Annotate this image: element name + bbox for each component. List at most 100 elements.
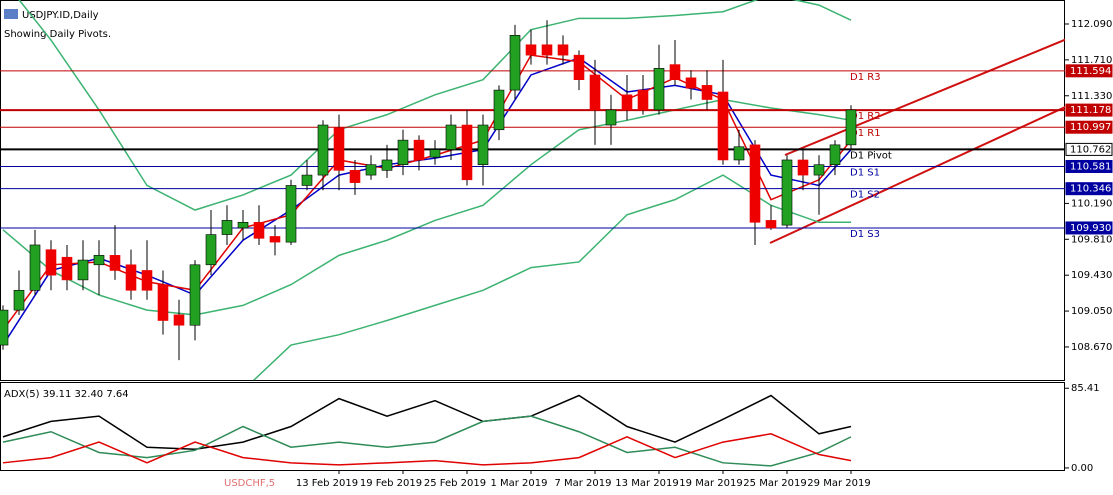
y-tick-label: 109.050 xyxy=(1071,306,1112,317)
candle-body xyxy=(605,109,617,126)
pivot-price-label: 110.346 xyxy=(1070,184,1111,195)
chart-title: USDJPY.ID,Daily xyxy=(22,10,99,21)
pivot-price-label: 110.997 xyxy=(1070,122,1111,133)
candle-body xyxy=(429,149,441,158)
y-tick-label: 111.710 xyxy=(1071,55,1112,66)
pivot-price-label: 110.762 xyxy=(1070,144,1111,155)
candle-body xyxy=(621,94,633,111)
candle-body xyxy=(189,264,201,326)
candle-body xyxy=(173,314,185,326)
candle-body xyxy=(701,85,713,100)
main-pane xyxy=(0,0,1065,381)
pivot-price-box xyxy=(1065,64,1113,78)
x-tick-label: 13 Mar 2019 xyxy=(615,478,678,489)
candle-body xyxy=(557,44,569,56)
y-tick-label: 111.330 xyxy=(1071,91,1112,102)
indicator-line xyxy=(2,433,852,466)
candle-body xyxy=(749,144,761,223)
candle-body xyxy=(45,249,57,276)
pivot-price-box xyxy=(1065,103,1113,117)
pivot-price-box xyxy=(1065,221,1113,235)
pivot-name: D1 S2 xyxy=(850,190,880,201)
candle-body xyxy=(349,170,361,183)
candle-body xyxy=(205,234,217,266)
candle-body xyxy=(717,91,729,161)
symbol-tab[interactable]: USDCHF,5 xyxy=(224,478,275,489)
candle-body xyxy=(381,159,393,171)
indicator-line xyxy=(18,0,852,211)
pivot-price-box xyxy=(1065,159,1113,173)
candle-body xyxy=(493,89,505,131)
candle-body xyxy=(109,255,121,271)
x-tick-label: 1 Mar 2019 xyxy=(490,478,547,489)
candle-body xyxy=(413,139,425,161)
candle-body xyxy=(13,289,25,311)
y-tick-label: 0.00 xyxy=(1071,463,1093,474)
candle-body xyxy=(253,221,265,239)
candle-body xyxy=(0,309,9,346)
candle-body xyxy=(125,264,137,291)
x-tick-label: 19 Mar 2019 xyxy=(679,478,742,489)
pivot-price-label: 111.178 xyxy=(1070,105,1111,116)
pivot-price-box xyxy=(1065,120,1113,134)
x-tick-label: 19 Feb 2019 xyxy=(360,478,422,489)
candle-body xyxy=(653,68,665,111)
candle-body xyxy=(685,77,697,89)
candle-body xyxy=(269,236,281,243)
pivot-price-box xyxy=(1065,142,1113,156)
y-tick-label: 110.190 xyxy=(1071,198,1112,209)
candle-body xyxy=(813,164,825,176)
candle-body xyxy=(589,74,601,111)
pivot-price-label: 109.930 xyxy=(1070,223,1111,234)
candle-body xyxy=(141,270,153,291)
pivot-name: D1 R2 xyxy=(850,111,881,122)
candle-body xyxy=(477,124,489,165)
pivot-name: D1 R1 xyxy=(850,128,881,139)
candle-body xyxy=(781,159,793,226)
candle-body xyxy=(397,139,409,165)
candle-body xyxy=(445,124,457,150)
chart-subtitle: Showing Daily Pivots. xyxy=(4,29,111,40)
y-tick-label: 109.430 xyxy=(1071,270,1112,281)
candle-body xyxy=(333,127,345,171)
candle-body xyxy=(77,259,89,281)
candle-body xyxy=(541,44,553,56)
symbol-icon xyxy=(4,9,18,19)
x-tick-label: 25 Mar 2019 xyxy=(743,478,806,489)
candle-body xyxy=(765,220,777,229)
candle-body xyxy=(301,174,313,186)
candle-body xyxy=(829,144,841,165)
candle-body xyxy=(157,284,169,321)
y-tick-label: 85.41 xyxy=(1071,383,1100,394)
x-tick-label: 13 Feb 2019 xyxy=(296,478,358,489)
channel-line xyxy=(784,38,1065,156)
pivot-price-label: 111.594 xyxy=(1070,66,1111,77)
candle-body xyxy=(845,109,857,146)
candle-body xyxy=(669,64,681,81)
adx-title: ADX(5) 39.11 32.40 7.64 xyxy=(4,389,129,400)
candle-body xyxy=(461,124,473,181)
y-tick-label: 112.090 xyxy=(1071,19,1112,30)
candle-body xyxy=(637,89,649,111)
pivot-name: D1 Pivot xyxy=(850,150,892,161)
y-tick-label: 108.670 xyxy=(1071,342,1112,353)
pivot-price-label: 110.581 xyxy=(1070,161,1111,172)
x-tick-label: 29 Mar 2019 xyxy=(807,478,870,489)
candle-body xyxy=(509,35,521,91)
candle-body xyxy=(317,124,329,176)
candle-body xyxy=(285,185,297,243)
candle-body xyxy=(573,54,585,81)
x-tick-label: 7 Mar 2019 xyxy=(554,478,611,489)
pivot-price-box xyxy=(1065,182,1113,196)
y-tick-label: 109.810 xyxy=(1071,234,1112,245)
candle-body xyxy=(221,220,233,235)
x-tick-label: 25 Feb 2019 xyxy=(424,478,486,489)
indicator-line xyxy=(252,174,851,380)
indicator-line xyxy=(2,394,852,451)
candle-body xyxy=(797,159,809,176)
candle-body xyxy=(93,255,105,266)
pivot-name: D1 S3 xyxy=(850,229,880,240)
candle-body xyxy=(365,164,377,176)
